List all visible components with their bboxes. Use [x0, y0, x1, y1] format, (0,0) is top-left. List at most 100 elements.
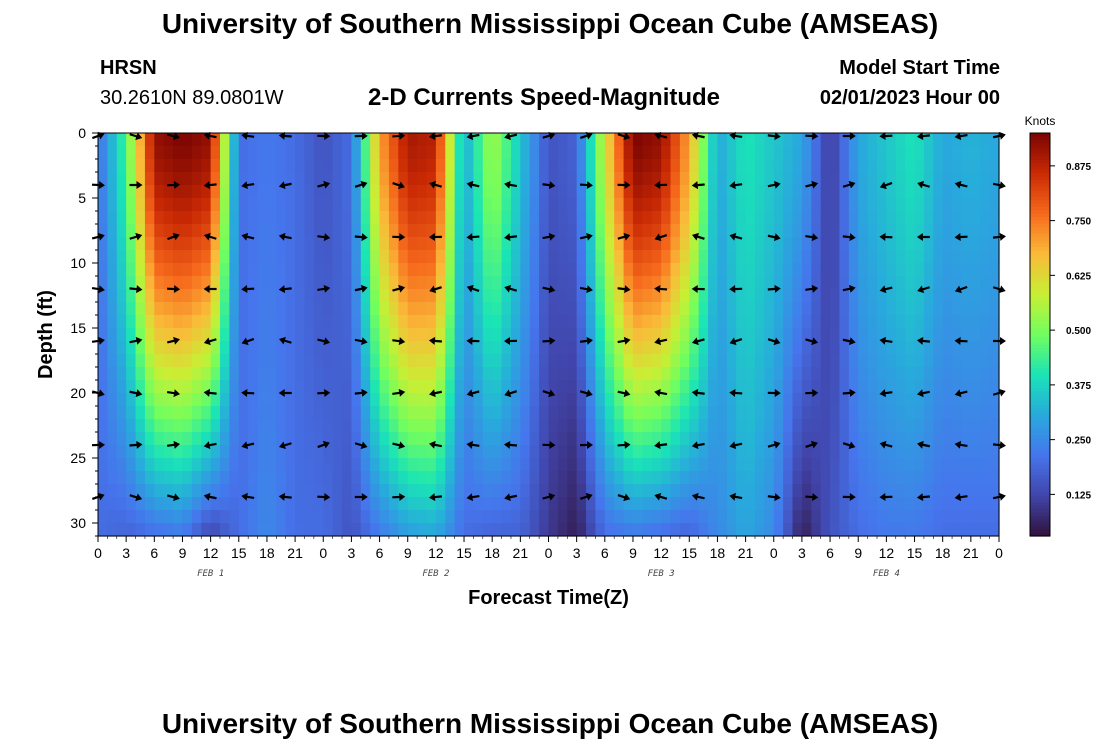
heatmap-cell	[858, 328, 869, 342]
colorbar-segment	[1030, 405, 1050, 409]
heatmap-cell	[576, 328, 587, 342]
heatmap-cell	[426, 172, 437, 186]
heatmap-cell	[529, 328, 540, 342]
heatmap-cell	[238, 198, 249, 212]
heatmap-cell	[379, 341, 390, 355]
arrow-head	[654, 131, 662, 140]
heatmap-cell	[482, 471, 493, 485]
heatmap-cell	[295, 445, 306, 459]
heatmap-cell	[736, 471, 747, 485]
heatmap-cell	[708, 315, 719, 329]
heatmap-cell	[501, 484, 512, 498]
heatmap-cell	[266, 159, 277, 173]
heatmap-cell	[876, 224, 887, 238]
heatmap-cell	[539, 432, 550, 446]
heatmap-cell	[595, 237, 606, 251]
colorbar-segment	[1030, 223, 1050, 228]
heatmap-cell	[266, 484, 277, 498]
heatmap-cell	[905, 146, 916, 160]
heatmap-cell	[342, 211, 353, 225]
heatmap-cell	[435, 133, 446, 147]
heatmap-cell	[567, 224, 578, 238]
heatmap-cell	[407, 510, 418, 524]
heatmap-cell	[632, 159, 643, 173]
arrow-head	[172, 232, 180, 241]
heatmap-cell	[473, 172, 484, 186]
heatmap-cell	[126, 289, 137, 303]
heatmap-cell	[783, 497, 794, 511]
heatmap-cell	[379, 328, 390, 342]
heatmap-cell	[923, 341, 934, 355]
heatmap-cell	[651, 367, 662, 381]
heatmap-cell	[670, 354, 681, 368]
heatmap-cell	[266, 237, 277, 251]
heatmap-cell	[623, 276, 634, 290]
heatmap-cell	[548, 367, 559, 381]
heatmap-cell	[614, 198, 625, 212]
heatmap-cell	[379, 354, 390, 368]
heatmap-cell	[126, 328, 137, 342]
heatmap-cell	[417, 471, 428, 485]
heatmap-cell	[989, 432, 1000, 446]
heatmap-cell	[201, 419, 212, 433]
heatmap-cell	[379, 367, 390, 381]
heatmap-cell	[651, 289, 662, 303]
heatmap-cell	[266, 354, 277, 368]
heatmap-cell	[792, 523, 803, 537]
heatmap-cell	[576, 133, 587, 147]
heatmap-cell	[426, 510, 437, 524]
heatmap-cell	[407, 263, 418, 277]
heatmap-cell	[98, 341, 108, 355]
heatmap-cell	[933, 250, 944, 264]
heatmap-cell	[182, 419, 193, 433]
heatmap-cell	[163, 367, 174, 381]
heatmap-cell	[417, 276, 428, 290]
heatmap-cell	[839, 354, 850, 368]
heatmap-cell	[191, 432, 202, 446]
heatmap-cell	[370, 302, 381, 316]
heatmap-cell	[745, 315, 756, 329]
heatmap-cell	[989, 458, 1000, 472]
heatmap-cell	[257, 211, 268, 225]
heatmap-cell	[107, 458, 118, 472]
heatmap-cell	[492, 393, 503, 407]
heatmap-cell	[323, 159, 334, 173]
heatmap-cell	[539, 237, 550, 251]
arrow-head	[173, 285, 181, 294]
heatmap-cell	[257, 419, 268, 433]
heatmap-cell	[501, 393, 512, 407]
heatmap-cell	[332, 367, 343, 381]
arrow-head	[774, 132, 781, 141]
heatmap-cell	[163, 445, 174, 459]
heatmap-cell	[398, 406, 409, 420]
heatmap-cell	[107, 484, 118, 498]
current-arrow	[579, 232, 593, 241]
heatmap-cell	[811, 315, 822, 329]
heatmap-cell	[510, 354, 521, 368]
heatmap-cell	[492, 315, 503, 329]
heatmap-cell	[726, 445, 737, 459]
heatmap-cell	[407, 198, 418, 212]
heatmap-cell	[614, 406, 625, 420]
heatmap-cell	[191, 393, 202, 407]
heatmap-cell	[173, 263, 184, 277]
heatmap-cell	[510, 510, 521, 524]
heatmap-cell	[576, 393, 587, 407]
heatmap-cell	[257, 367, 268, 381]
current-arrow	[504, 284, 518, 293]
heatmap-cell	[285, 237, 296, 251]
heatmap-cell	[482, 445, 493, 459]
heatmap-cell	[417, 172, 428, 186]
heatmap-cell	[745, 159, 756, 173]
heatmap-cell	[933, 406, 944, 420]
heatmap-cell	[698, 471, 709, 485]
current-arrow	[954, 132, 968, 141]
current-arrow	[129, 440, 143, 449]
heatmap-cell	[595, 289, 606, 303]
heatmap-cell	[135, 146, 146, 160]
heatmap-cell	[454, 354, 465, 368]
heatmap-cell	[980, 146, 991, 160]
heatmap-cell	[661, 302, 672, 316]
heatmap-cell	[792, 406, 803, 420]
heatmap-cell	[266, 341, 277, 355]
